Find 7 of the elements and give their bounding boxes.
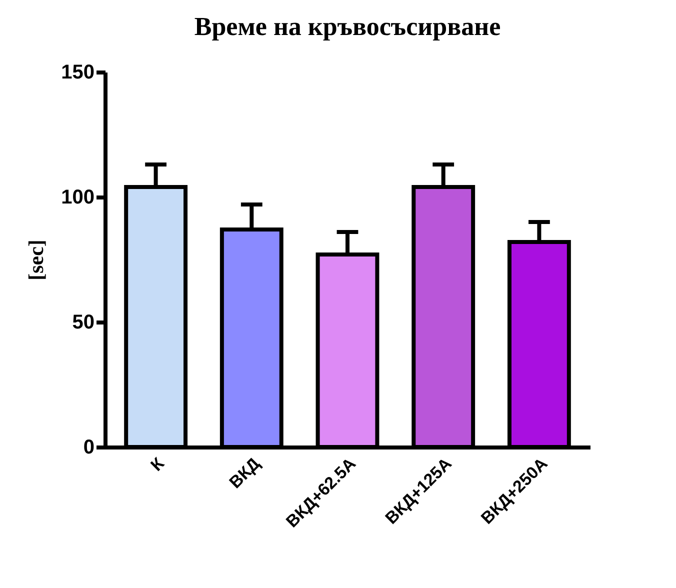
y-tick-label: 100 <box>61 186 94 208</box>
chart-title: Време на кръвосъсирване <box>194 12 501 41</box>
y-tick-label: 0 <box>83 436 94 458</box>
x-tick-label: К <box>147 454 168 475</box>
y-tick-label: 50 <box>72 312 94 334</box>
y-tick-label: 150 <box>61 62 94 84</box>
y-axis-title: [sec] <box>24 240 48 280</box>
